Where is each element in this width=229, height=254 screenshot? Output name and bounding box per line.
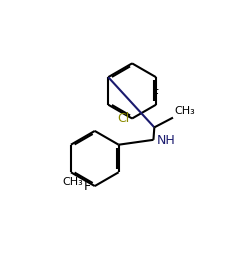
Text: Cl: Cl bbox=[117, 112, 129, 125]
Text: CH₃: CH₃ bbox=[62, 177, 83, 187]
Text: F: F bbox=[84, 180, 91, 193]
Text: CH₃: CH₃ bbox=[173, 106, 194, 116]
Text: F: F bbox=[151, 88, 158, 101]
Text: NH: NH bbox=[156, 134, 175, 147]
